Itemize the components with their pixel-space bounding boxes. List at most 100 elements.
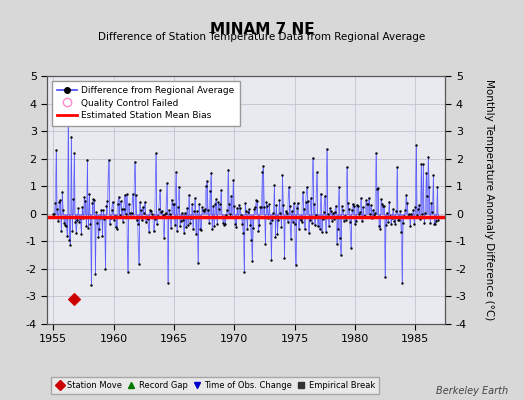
Point xyxy=(108,198,117,205)
Point xyxy=(239,229,247,236)
Point xyxy=(403,200,411,206)
Point xyxy=(162,180,171,186)
Point xyxy=(280,255,289,261)
Point xyxy=(233,204,242,211)
Point xyxy=(183,205,191,211)
Point xyxy=(348,200,357,207)
Point xyxy=(361,213,369,220)
Point xyxy=(67,134,75,140)
Point xyxy=(146,207,154,213)
Point xyxy=(224,166,232,173)
Legend: Difference from Regional Average, Quality Control Failed, Estimated Station Mean: Difference from Regional Average, Qualit… xyxy=(52,80,240,126)
Point xyxy=(219,220,227,226)
Point xyxy=(292,204,301,211)
Point xyxy=(379,203,387,209)
Point xyxy=(59,206,68,213)
Point xyxy=(282,210,291,216)
Text: Berkeley Earth: Berkeley Earth xyxy=(436,386,508,396)
Point xyxy=(264,214,272,221)
Point xyxy=(389,206,397,212)
Point xyxy=(163,280,172,286)
Point xyxy=(396,208,405,214)
Point xyxy=(76,215,84,222)
Point xyxy=(136,199,144,206)
Point xyxy=(253,198,261,204)
Point xyxy=(433,184,442,190)
Point xyxy=(420,220,429,226)
Point xyxy=(315,226,324,232)
Point xyxy=(94,234,103,240)
Point xyxy=(392,208,400,214)
Point xyxy=(222,212,231,218)
Point xyxy=(329,210,337,216)
Point xyxy=(160,234,168,241)
Point xyxy=(77,231,85,237)
Point xyxy=(129,213,138,220)
Point xyxy=(62,223,70,230)
Point xyxy=(351,221,359,227)
Point xyxy=(126,214,135,221)
Point xyxy=(232,224,241,230)
Point xyxy=(89,196,97,202)
Point xyxy=(69,196,78,202)
Point xyxy=(355,211,363,217)
Point xyxy=(263,202,271,209)
Point xyxy=(334,226,342,232)
Point xyxy=(195,201,203,207)
Point xyxy=(336,252,345,258)
Point xyxy=(196,226,204,232)
Point xyxy=(397,228,406,235)
Point xyxy=(203,178,211,184)
Point xyxy=(226,210,234,217)
Point xyxy=(90,197,99,204)
Point xyxy=(210,223,219,229)
Point xyxy=(99,232,107,239)
Point xyxy=(391,221,399,227)
Point xyxy=(75,219,83,225)
Point xyxy=(278,172,287,178)
Point xyxy=(304,230,313,236)
Point xyxy=(335,235,344,241)
Point xyxy=(145,229,153,235)
Point xyxy=(132,192,140,199)
Point xyxy=(290,220,299,227)
Point xyxy=(416,216,424,222)
Point xyxy=(265,201,274,208)
Point xyxy=(138,204,147,211)
Point xyxy=(227,192,235,199)
Point xyxy=(174,184,183,190)
Point xyxy=(399,220,407,226)
Point xyxy=(367,202,375,208)
Point xyxy=(156,187,164,194)
Point xyxy=(172,169,180,176)
Point xyxy=(84,225,93,232)
Point xyxy=(421,210,430,217)
Point xyxy=(81,198,90,204)
Point xyxy=(287,208,296,215)
Point xyxy=(316,190,325,197)
Point xyxy=(92,209,101,215)
Point xyxy=(184,222,192,228)
Point xyxy=(328,218,336,224)
Point xyxy=(201,206,209,213)
Point xyxy=(271,234,280,240)
Point xyxy=(339,207,347,214)
Point xyxy=(330,215,338,222)
Point xyxy=(311,211,320,218)
Point xyxy=(128,191,137,197)
Point xyxy=(229,177,237,183)
Point xyxy=(205,220,213,226)
Point xyxy=(340,218,348,225)
Point xyxy=(401,207,409,213)
Point xyxy=(49,211,58,217)
Point xyxy=(135,260,143,267)
Point xyxy=(409,206,418,213)
Point xyxy=(60,220,69,227)
Point xyxy=(236,205,244,211)
Point xyxy=(186,220,194,227)
Point xyxy=(124,268,132,275)
Point xyxy=(343,164,351,170)
Legend: Station Move, Record Gap, Time of Obs. Change, Empirical Break: Station Move, Record Gap, Time of Obs. C… xyxy=(51,376,379,394)
Point xyxy=(100,215,108,222)
Point xyxy=(368,214,376,221)
